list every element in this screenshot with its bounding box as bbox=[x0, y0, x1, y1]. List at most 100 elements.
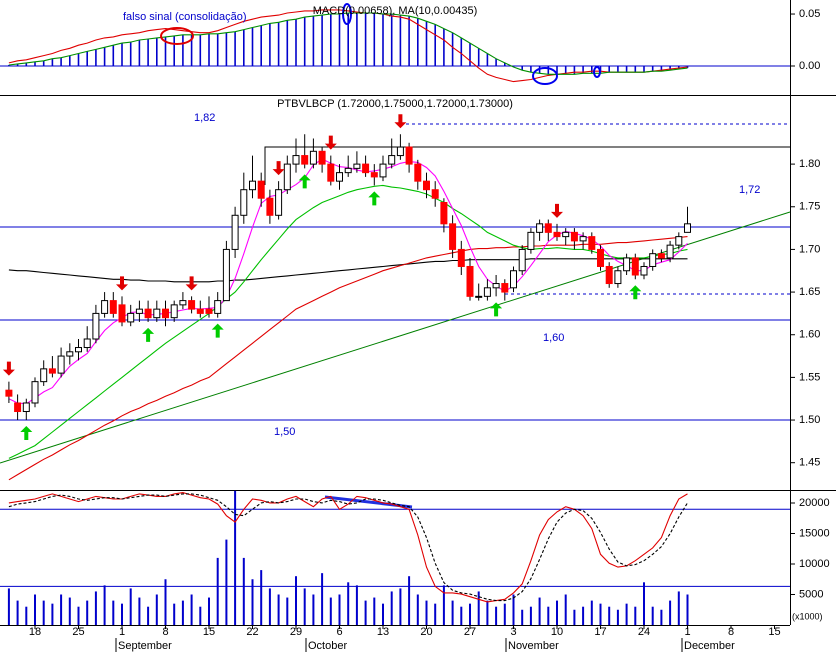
volume-bar bbox=[347, 582, 350, 625]
volume-bar bbox=[451, 600, 454, 625]
x-tick-label: 24 bbox=[638, 626, 650, 638]
volume-bar bbox=[138, 597, 141, 625]
resistance-line bbox=[264, 146, 790, 185]
candle-body bbox=[83, 338, 91, 349]
candle-body bbox=[423, 180, 430, 191]
candle-body bbox=[196, 308, 204, 314]
candle-body bbox=[240, 189, 248, 216]
volume-bar bbox=[51, 603, 54, 625]
x-tick-label: 29 bbox=[290, 626, 302, 638]
volume-bar bbox=[60, 594, 63, 625]
level-label: 1,50 bbox=[274, 426, 295, 438]
month-label: November bbox=[508, 640, 559, 652]
volume-bar bbox=[216, 557, 219, 625]
volume-bar bbox=[538, 597, 541, 625]
candle-body bbox=[309, 150, 317, 165]
volume-bar bbox=[556, 600, 558, 625]
series-line bbox=[8, 9, 688, 83]
series-line bbox=[8, 158, 688, 405]
volume-bar bbox=[303, 588, 306, 625]
x-tick-label: 25 bbox=[72, 626, 84, 638]
candle-body bbox=[631, 257, 639, 276]
unit-label: (x1000) bbox=[792, 611, 823, 621]
volume-bar bbox=[364, 600, 367, 625]
candle-body bbox=[153, 308, 161, 319]
candle-body bbox=[249, 180, 256, 191]
candle-body bbox=[127, 312, 135, 323]
candle-body bbox=[492, 283, 500, 289]
x-tick-label: 15 bbox=[768, 626, 780, 638]
volume-bar bbox=[486, 600, 489, 625]
month-label: December bbox=[684, 640, 735, 652]
candle-body bbox=[205, 308, 213, 314]
volume-bar bbox=[512, 594, 515, 625]
volume-bar bbox=[321, 573, 324, 625]
candle-body bbox=[597, 248, 604, 267]
y-tick-label: 1.55 bbox=[799, 371, 820, 383]
volume-bar bbox=[147, 606, 150, 625]
y-tick-label: 0.00 bbox=[799, 60, 820, 72]
volume-bar bbox=[16, 600, 19, 625]
annotation: falso sinal (consolidação) bbox=[123, 11, 247, 23]
volume-bar bbox=[651, 606, 654, 625]
candle-body bbox=[14, 402, 22, 413]
blue-ellipse bbox=[532, 67, 558, 85]
candle-body bbox=[431, 189, 439, 199]
candle-body bbox=[414, 163, 422, 182]
volume-bar bbox=[173, 603, 176, 625]
volume-bar bbox=[529, 606, 532, 625]
candle-body bbox=[562, 231, 570, 238]
candle-body bbox=[449, 223, 457, 250]
volume-bar bbox=[164, 579, 167, 625]
candle-body bbox=[170, 304, 178, 319]
volume-bar bbox=[7, 588, 10, 625]
volume-bar bbox=[634, 606, 637, 625]
candle-body bbox=[440, 201, 448, 225]
y-tick-label: 5000 bbox=[799, 588, 823, 600]
candle-body bbox=[266, 197, 274, 216]
volume-bar bbox=[225, 539, 228, 625]
x-tick-label: 1 bbox=[684, 626, 690, 638]
volume-bar bbox=[573, 609, 576, 625]
candle-body bbox=[214, 300, 222, 314]
candle-body bbox=[666, 244, 674, 259]
volume-bar bbox=[112, 600, 115, 625]
y-tick-label: 1.75 bbox=[799, 201, 820, 213]
candle-body bbox=[640, 265, 648, 276]
volume-bar bbox=[399, 588, 402, 625]
candle-body bbox=[231, 214, 239, 250]
volume-bar bbox=[234, 490, 237, 625]
candle-body bbox=[501, 283, 509, 293]
candle-body bbox=[370, 172, 378, 178]
month-label: October bbox=[308, 640, 347, 652]
candle-body bbox=[327, 163, 335, 182]
candle-body bbox=[353, 163, 361, 169]
plot: 0.00 0.05 1.45 1.50 1.55 1.60 1.65 1.70 1.75 1.80… bbox=[0, 8, 830, 652]
candle-body bbox=[109, 300, 117, 314]
y-tick-label: 1.60 bbox=[799, 329, 820, 341]
candle-body bbox=[275, 189, 283, 216]
level-label: 1,72 bbox=[739, 184, 760, 196]
y-tick-label: 1.80 bbox=[799, 158, 820, 170]
candle-body bbox=[75, 347, 82, 353]
candle-body bbox=[301, 155, 309, 165]
candle-body bbox=[144, 308, 152, 319]
candle-body bbox=[388, 155, 396, 165]
candle-body bbox=[336, 172, 343, 182]
y-tick-label: 1.50 bbox=[799, 414, 820, 426]
level-label: 1,60 bbox=[543, 332, 564, 344]
volume-bar bbox=[434, 603, 437, 625]
candle-body bbox=[57, 355, 65, 374]
candle-body bbox=[48, 368, 56, 374]
volume-bar bbox=[268, 588, 271, 625]
volume-bar bbox=[103, 585, 106, 625]
candle-body bbox=[362, 163, 370, 174]
volume-bar bbox=[521, 609, 524, 625]
sell-arrow bbox=[185, 276, 198, 291]
x-tick-label: 15 bbox=[203, 626, 215, 638]
series-line bbox=[8, 236, 688, 481]
candle-body bbox=[188, 300, 196, 310]
volume-bar bbox=[68, 597, 71, 625]
annotations bbox=[160, 3, 601, 85]
